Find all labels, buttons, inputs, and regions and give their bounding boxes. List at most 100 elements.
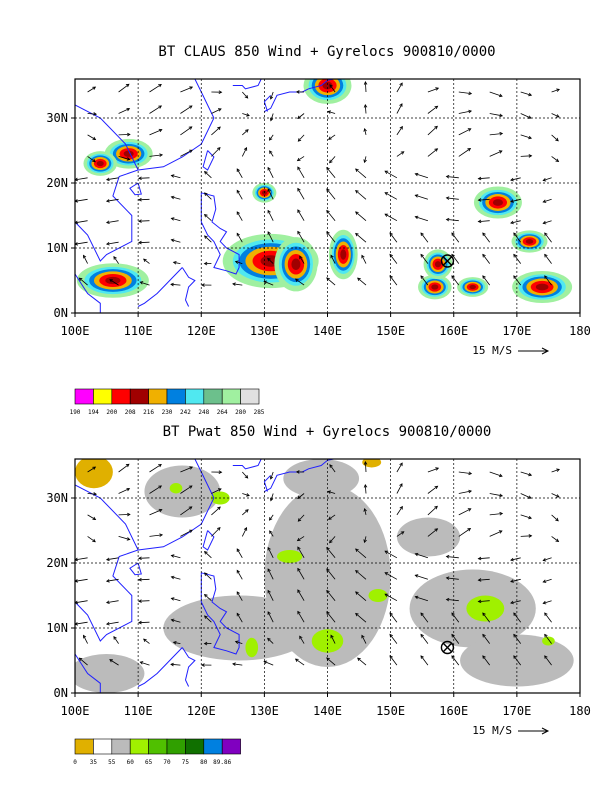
y-tick-label: 10N — [46, 621, 68, 635]
wind-vector-146 — [139, 281, 150, 286]
wind-vector-107 — [414, 215, 429, 222]
wind-vectors — [75, 81, 560, 287]
wind-vector-70 — [267, 166, 274, 178]
wind-vector-100 — [204, 213, 212, 221]
coastline-segment-2 — [138, 79, 215, 171]
wind-vector-16 — [87, 112, 98, 116]
wind-vector-85 — [236, 569, 243, 580]
wind-vector-64 — [75, 557, 88, 562]
wind-vector-49 — [118, 536, 131, 541]
wind-vector-13 — [489, 471, 503, 478]
wind-vector-142 — [513, 253, 522, 264]
coastline — [75, 79, 334, 313]
wind-vector-20 — [211, 488, 222, 494]
vector-key-label: 15 M/S — [472, 344, 512, 357]
wind-vector-124 — [451, 612, 460, 623]
wind-vector-136 — [330, 634, 336, 644]
wind-vector-95 — [542, 578, 552, 583]
wind-vector-51 — [180, 529, 193, 537]
wind-vector-159 — [544, 655, 552, 666]
wind-vector-5 — [242, 91, 249, 99]
wind-vector-79 — [542, 177, 552, 182]
wind-vector-57 — [363, 536, 367, 544]
cloud-cluster-7 — [473, 186, 522, 219]
cloud-cluster-4 — [274, 237, 318, 292]
wind-vector-93 — [477, 198, 490, 202]
wind-vector-147 — [170, 282, 181, 287]
wind-vector-54 — [269, 150, 274, 157]
wind-vector-107 — [414, 595, 429, 602]
wind-vector-123 — [420, 612, 429, 623]
pwat-55-patch-7 — [396, 517, 461, 557]
colorbar-label-8: 264 — [217, 409, 228, 416]
wind-vector-33 — [118, 512, 131, 517]
x-tick-label: 150E — [376, 324, 405, 338]
x-tick-label: 110E — [124, 704, 153, 718]
wind-vector-10 — [396, 462, 403, 473]
wind-vector-62 — [520, 534, 533, 538]
x-tick-label: 140E — [313, 704, 342, 718]
colorbar-label-10: 285 — [254, 409, 265, 416]
wind-vector-120 — [326, 231, 336, 243]
colorbar-label-0: 0 — [73, 759, 77, 766]
colorbar-label-4: 216 — [143, 409, 154, 416]
cyclone-marker — [440, 640, 455, 655]
wind-vector-157 — [482, 655, 491, 666]
wind-vector-89 — [355, 189, 367, 200]
wind-vector-122 — [389, 612, 398, 623]
coastline — [75, 459, 334, 693]
wind-vector-43 — [427, 505, 438, 516]
x-tick-label: 110E — [124, 324, 153, 338]
chart-title: BT Pwat 850 Wind + Gyrelocs 900810/0000 — [163, 424, 492, 440]
colorbar-label-1: 194 — [88, 409, 99, 416]
wind-vector-53 — [241, 147, 248, 157]
wind-vector-50 — [149, 153, 164, 157]
x-tick-label: 140E — [313, 324, 342, 338]
colorbar-label-4: 65 — [145, 759, 153, 766]
cloud-cluster-6 — [303, 79, 352, 105]
wind-vector-75 — [414, 552, 429, 559]
wind-vector-47 — [551, 134, 559, 142]
wind-vector-158 — [513, 655, 522, 666]
cloud-cluster-4-level-5 — [291, 258, 301, 270]
wind-vector-134 — [267, 257, 274, 264]
wind-vector-29 — [489, 113, 504, 118]
wind-vector-35 — [180, 506, 193, 516]
wind-vector-38 — [269, 514, 274, 521]
wind-vector-50 — [149, 533, 164, 537]
wind-vector-88 — [326, 568, 336, 580]
wind-vector-30 — [520, 493, 532, 499]
wind-vector-128 — [83, 634, 88, 644]
wind-vector-97 — [105, 220, 119, 224]
wind-vector-88 — [326, 188, 336, 200]
wind-vector-151 — [294, 278, 305, 286]
y-tick-label: 20N — [46, 176, 68, 190]
wind-vector-109 — [477, 599, 490, 604]
wind-vector-127 — [544, 232, 552, 243]
wind-vector-80 — [75, 198, 88, 203]
wind-vector-140 — [451, 633, 460, 644]
wind-vector-49 — [118, 156, 131, 161]
claus-panel: BT CLAUS 850 Wind + Gyrelocs 900810/0000… — [46, 44, 591, 416]
wind-vector-1 — [118, 463, 130, 473]
wind-vector-26 — [396, 483, 403, 494]
wind-vector-119 — [297, 230, 305, 243]
wind-vector-97 — [105, 600, 119, 604]
wind-vector-61 — [489, 530, 503, 537]
wind-vector-125 — [482, 232, 491, 243]
wind-vector-57 — [363, 156, 367, 164]
wind-vector-62 — [520, 154, 533, 158]
wind-vector-94 — [510, 578, 521, 583]
pwat-55-patch-6 — [283, 459, 360, 498]
wind-vector-156 — [451, 655, 460, 666]
colorbar-label-5: 70 — [163, 759, 171, 766]
wind-vector-76 — [445, 174, 459, 179]
wind-vector-82 — [138, 197, 150, 202]
wind-vector-155 — [420, 655, 429, 666]
wind-vector-14 — [520, 91, 533, 97]
wind-vector-67 — [170, 174, 181, 179]
wind-vector-47 — [551, 514, 559, 522]
wind-vector-146 — [139, 661, 150, 666]
wind-vector-77 — [477, 176, 490, 181]
